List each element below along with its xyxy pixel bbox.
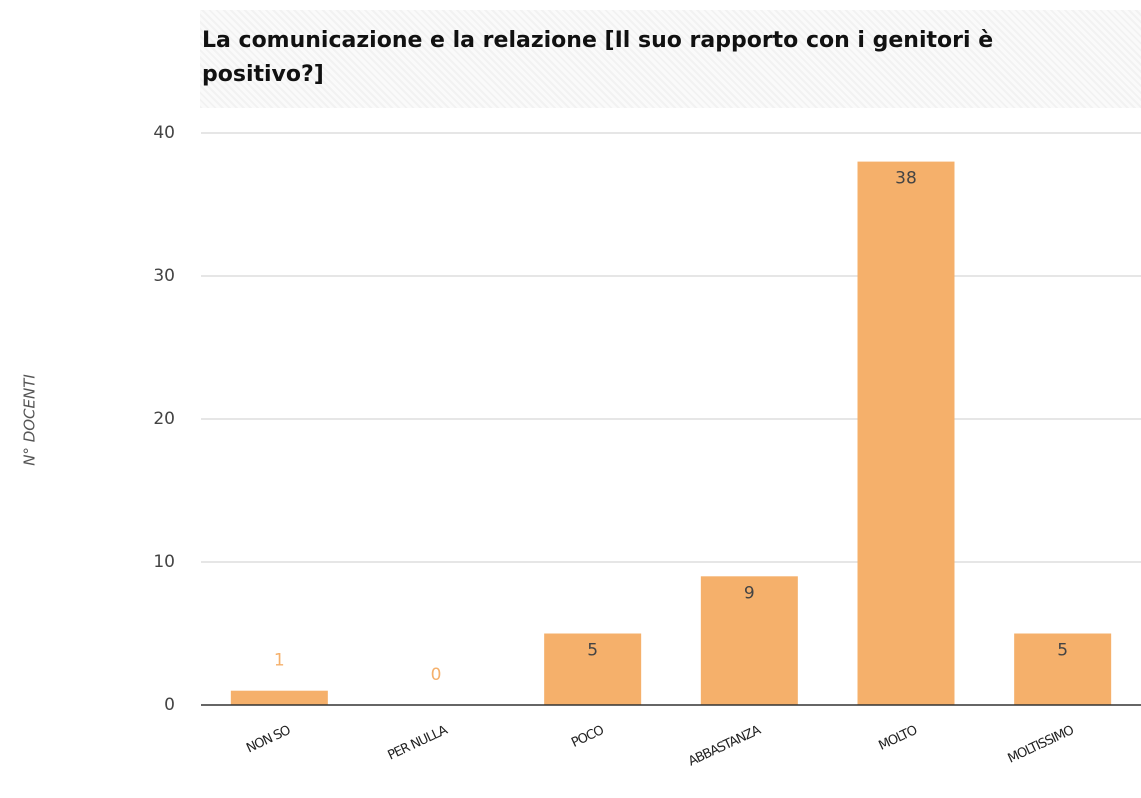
title-box: La comunicazione e la relazione [Il suo … <box>200 10 1141 108</box>
x-tick-label: ABBASTANZA <box>686 723 763 770</box>
bar <box>230 690 328 705</box>
y-tick-label: 40 <box>153 123 175 143</box>
y-tick-label: 0 <box>164 695 175 715</box>
x-tick-label: MOLTISSIMO <box>1006 723 1077 767</box>
data-label: 5 <box>1057 641 1068 661</box>
chart-title: La comunicazione e la relazione [Il suo … <box>202 28 994 87</box>
y-tick-label: 10 <box>153 552 175 572</box>
data-label: 0 <box>431 665 442 685</box>
data-label: 5 <box>587 641 598 661</box>
data-label: 1 <box>274 651 285 671</box>
data-label: 9 <box>744 583 755 603</box>
y-tick-label: 30 <box>153 266 175 286</box>
bar <box>1014 633 1112 705</box>
x-tick-label: NON SO <box>244 723 293 756</box>
x-tick-label: PER NULLA <box>386 723 451 764</box>
data-label: 38 <box>895 169 917 189</box>
x-tick-label: MOLTO <box>877 723 920 754</box>
y-axis-label: N° DOCENTI <box>21 374 39 466</box>
y-tick-label: 20 <box>153 409 175 429</box>
bar <box>857 161 955 706</box>
bar <box>700 576 798 705</box>
bar <box>544 633 642 705</box>
x-tick-label: POCO <box>569 723 606 751</box>
